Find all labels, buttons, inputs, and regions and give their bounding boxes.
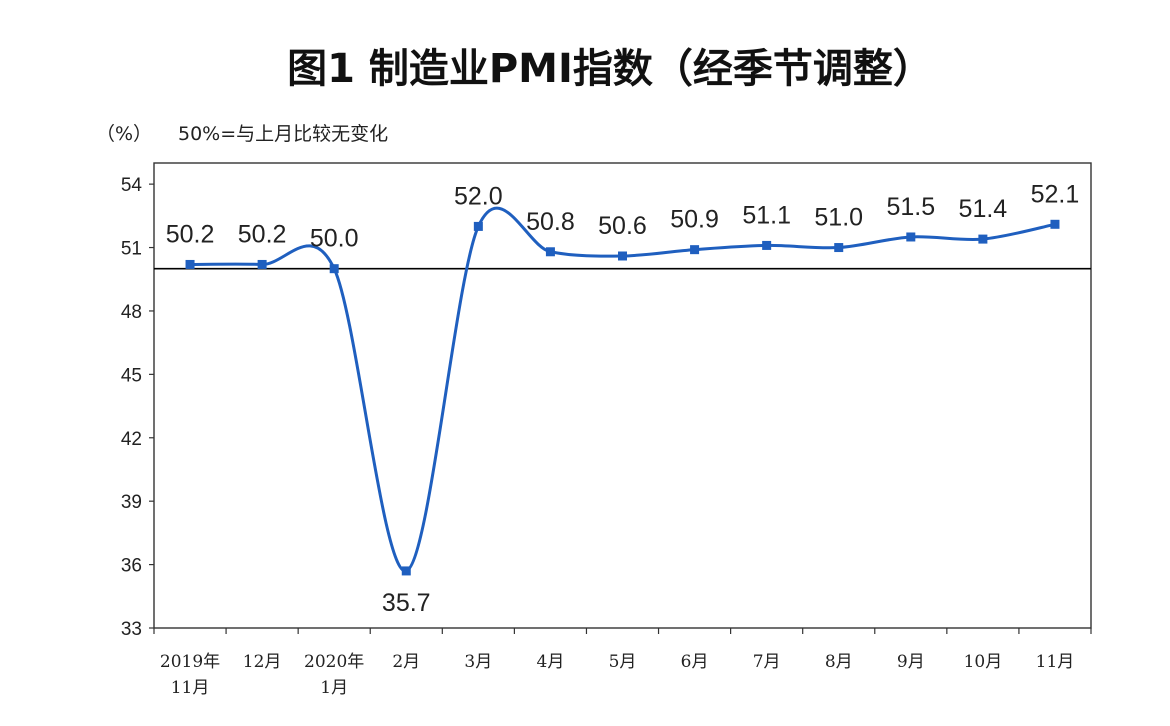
x-tick-label: 11月 (171, 678, 210, 698)
data-point (906, 232, 916, 242)
x-tick-label: 5月 (609, 652, 637, 672)
pmi-series (190, 206, 1056, 573)
x-tick-label: 10月 (964, 652, 1003, 672)
data-point (257, 259, 267, 269)
reference-line-note: 50%=与上月比较无变化 (178, 123, 388, 145)
data-label: 51.0 (814, 204, 863, 232)
x-tick-label: 2月 (392, 652, 420, 672)
x-tick-label: 7月 (753, 652, 781, 672)
data-labels: 50.2 50.2 50.0 35.7 52.0 50.8 50.6 50.9 51.1 51.0… (166, 180, 1080, 617)
data-label: 50.9 (670, 206, 719, 234)
y-axis: 33 36 39 42 45 48 51 54 (121, 175, 154, 640)
data-label: 51.5 (886, 193, 935, 221)
data-point (545, 247, 555, 257)
y-tick-label: 39 (121, 492, 142, 513)
x-tick-label: 2020年 (304, 652, 364, 672)
x-tick-label: 3月 (464, 652, 492, 672)
data-label: 50.6 (598, 212, 647, 240)
x-tick-label: 2019年 (160, 652, 220, 672)
data-label: 35.7 (382, 589, 431, 617)
y-tick-label: 42 (121, 429, 142, 450)
data-point (834, 243, 844, 253)
plot-area (153, 162, 1092, 629)
data-point (185, 259, 195, 269)
data-label: 51.4 (959, 195, 1008, 223)
y-tick-label: 54 (121, 175, 143, 196)
x-axis: 2019年 11月 12月 2020年 1月 2月 3月 4月 5月 6月 7月 8月 9月 10月 11月 (153, 628, 1092, 698)
x-tick-label: 8月 (825, 652, 853, 672)
data-point (690, 245, 700, 255)
pmi-series-line (190, 206, 1056, 573)
data-label: 50.8 (526, 208, 575, 236)
y-tick-label: 45 (121, 365, 142, 386)
x-tick-label: 6月 (681, 652, 709, 672)
data-label: 50.2 (166, 220, 215, 248)
x-tick-label: 12月 (243, 652, 282, 672)
y-tick-label: 33 (121, 619, 142, 640)
data-label: 52.0 (454, 182, 503, 210)
x-tick-label: 11月 (1036, 652, 1075, 672)
y-tick-label: 36 (121, 556, 142, 577)
data-point (473, 221, 483, 231)
x-tick-label: 4月 (537, 652, 565, 672)
y-unit-label: （%） (96, 123, 152, 145)
x-tick-label: 9月 (897, 652, 925, 672)
data-point (978, 234, 988, 244)
data-label: 50.0 (310, 225, 359, 253)
data-label: 50.2 (238, 220, 287, 248)
data-label: 51.1 (742, 201, 791, 229)
y-tick-label: 48 (121, 302, 142, 323)
data-point (1050, 219, 1060, 229)
y-tick-label: 51 (121, 239, 142, 260)
data-label: 52.1 (1031, 180, 1080, 208)
chart-title: 图1 制造业PMI指数（经季节调整） (287, 46, 933, 92)
x-tick-label: 1月 (320, 678, 348, 698)
data-point (618, 251, 627, 261)
data-point (329, 264, 339, 274)
pmi-markers (185, 219, 1060, 576)
data-point (762, 240, 772, 250)
data-point (401, 566, 411, 576)
